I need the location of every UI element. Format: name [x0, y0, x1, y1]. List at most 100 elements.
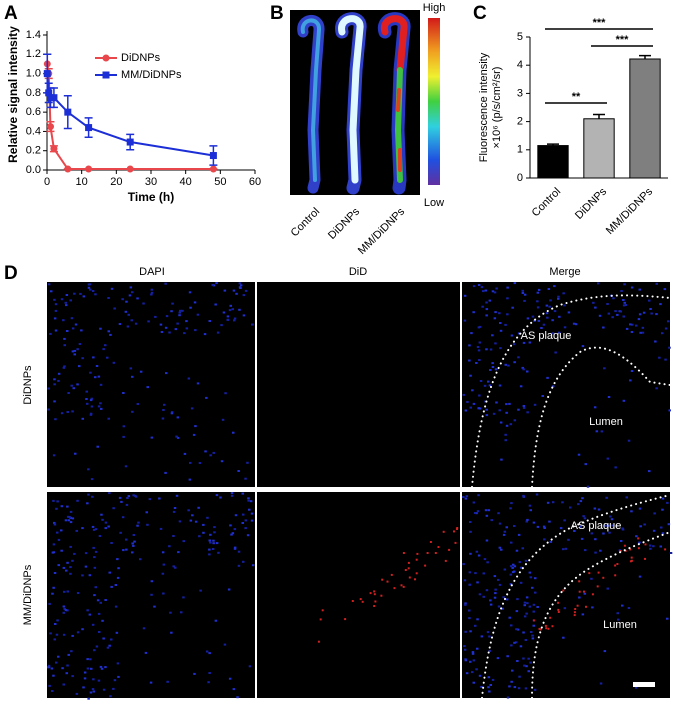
nucleus [549, 540, 553, 543]
nucleus [462, 393, 466, 396]
nucleus [211, 548, 215, 550]
nucleus [610, 518, 614, 521]
nucleus [215, 542, 219, 545]
nucleus [577, 453, 581, 456]
nucleus [233, 547, 237, 550]
nucleus [88, 613, 92, 616]
nucleus [553, 310, 557, 313]
nucleus [73, 292, 76, 295]
did-signal [664, 548, 667, 551]
nucleus [109, 695, 112, 698]
nucleus [607, 524, 610, 527]
nucleus [472, 681, 475, 684]
nucleus [494, 368, 498, 371]
nucleus [85, 390, 88, 393]
nucleus [591, 606, 594, 609]
nucleus [242, 294, 246, 297]
nucleus [87, 697, 90, 700]
nucleus [71, 327, 75, 330]
nucleus [47, 408, 50, 411]
nucleus [667, 523, 671, 526]
did-signal [453, 530, 455, 533]
nucleus [100, 513, 103, 516]
nucleus [159, 527, 163, 530]
nucleus [551, 332, 555, 335]
x-tick-label: 60 [249, 176, 261, 188]
nucleus [69, 545, 72, 548]
nucleus [117, 675, 120, 678]
nucleus [246, 461, 249, 464]
did-signal [373, 605, 376, 607]
data-point [85, 124, 93, 132]
nucleus [94, 550, 98, 553]
nucleus [171, 302, 174, 305]
nucleus [203, 333, 207, 336]
nucleus [516, 598, 519, 601]
nucleus [92, 690, 96, 693]
nucleus [110, 638, 113, 641]
nucleus [462, 496, 465, 498]
nucleus [91, 290, 95, 292]
nucleus [489, 684, 492, 686]
nucleus [110, 542, 113, 544]
nucleus [66, 330, 69, 332]
nucleus [638, 288, 641, 291]
nucleus [495, 401, 498, 404]
nucleus [475, 550, 479, 553]
nucleus [537, 319, 541, 322]
y-tick-label: 0.4 [26, 125, 41, 137]
nucleus [160, 331, 164, 333]
nucleus [517, 687, 521, 690]
nucleus [244, 477, 247, 480]
nucleus [491, 334, 494, 337]
nucleus [490, 519, 493, 522]
nucleus [590, 577, 593, 580]
nucleus [50, 290, 53, 293]
nucleus [86, 402, 89, 405]
nucleus [134, 495, 138, 498]
nucleus [65, 569, 68, 572]
nucleus [76, 383, 79, 386]
nucleus [472, 501, 476, 504]
nucleus [485, 301, 488, 304]
nucleus [242, 513, 245, 516]
nucleus [92, 356, 95, 359]
did-signal [588, 572, 591, 575]
nucleus [477, 407, 480, 410]
nucleus [485, 514, 489, 517]
nucleus [621, 528, 625, 531]
nucleus [468, 359, 471, 362]
nucleus [81, 628, 84, 631]
nucleus [502, 596, 505, 599]
nucleus [158, 497, 161, 500]
nucleus [57, 564, 60, 567]
data-point [64, 108, 72, 116]
nucleus [188, 478, 192, 481]
nucleus [89, 658, 92, 661]
nucleus [486, 631, 490, 634]
nucleus [241, 522, 244, 524]
nucleus [209, 454, 212, 457]
row-header: MM/DiDNPs [22, 564, 34, 625]
nucleus [63, 337, 66, 340]
nucleus [47, 666, 50, 669]
nucleus [131, 291, 134, 294]
nucleus [232, 289, 236, 292]
nucleus [132, 494, 135, 497]
nucleus [606, 457, 610, 460]
nucleus [594, 551, 597, 554]
nucleus [96, 445, 99, 448]
nucleus [176, 436, 180, 439]
nucleus [64, 301, 67, 304]
nucleus [525, 596, 529, 599]
nucleus [166, 680, 169, 683]
data-point [64, 165, 72, 173]
nucleus [69, 299, 72, 302]
nucleus [519, 645, 523, 648]
nucleus [519, 385, 523, 388]
nucleus [99, 601, 102, 604]
nucleus [650, 312, 653, 315]
nucleus [84, 552, 88, 555]
nucleus [629, 379, 632, 382]
nucleus [93, 594, 96, 597]
